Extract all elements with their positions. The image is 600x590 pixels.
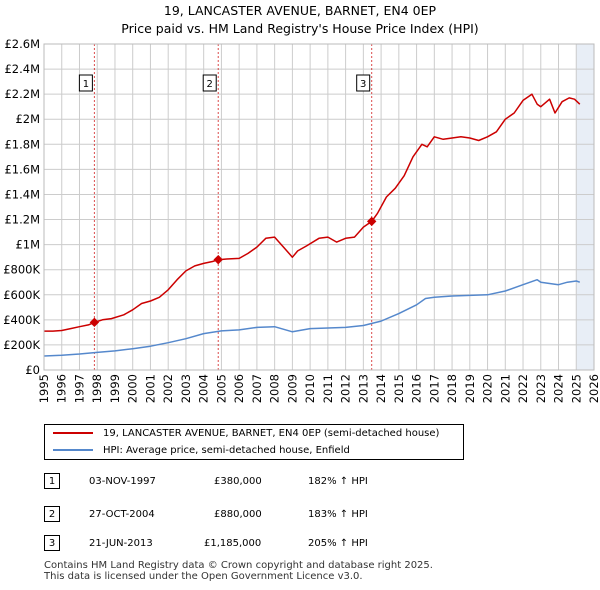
sale-labels: 1 2 3 bbox=[78, 74, 371, 92]
sale-label-box bbox=[202, 74, 217, 92]
x-tick-label: 2006 bbox=[232, 374, 246, 403]
sale-label-text: 3 bbox=[360, 79, 366, 90]
series-lines bbox=[43, 93, 581, 357]
x-axis: 1995 1996 1997 1998 1999 2000 2001 2002 2003 2004… bbox=[37, 374, 600, 403]
x-tick-label: 2012 bbox=[339, 374, 353, 403]
sale-point bbox=[89, 317, 100, 328]
legend-swatch-hpi bbox=[53, 449, 93, 451]
y-tick-label: £200K bbox=[3, 338, 40, 352]
x-tick-label: 2007 bbox=[250, 374, 264, 403]
x-tick-label: 2025 bbox=[569, 374, 583, 403]
x-tick-label: 2002 bbox=[161, 374, 175, 403]
x-tick-label: 2026 bbox=[587, 374, 600, 403]
legend-item-property: 19, LANCASTER AVENUE, BARNET, EN4 0EP (s… bbox=[53, 426, 439, 442]
x-tick-label: 2018 bbox=[445, 374, 459, 403]
x-tick-label: 2004 bbox=[197, 374, 211, 403]
x-tick-label: 2010 bbox=[303, 374, 317, 403]
x-tick-label: 2015 bbox=[392, 374, 406, 403]
y-tick-label: £1.6M bbox=[4, 162, 40, 176]
y-tick-label: £1.4M bbox=[4, 187, 40, 201]
x-tick-label: 1998 bbox=[90, 374, 104, 403]
transaction-date: 21-JUN-2013 bbox=[89, 538, 153, 549]
hpi-line bbox=[43, 278, 581, 357]
footer-copyright: Contains HM Land Registry data © Crown c… bbox=[44, 560, 433, 571]
legend-label-property: 19, LANCASTER AVENUE, BARNET, EN4 0EP (s… bbox=[103, 428, 440, 439]
x-tick-label: 1997 bbox=[72, 374, 86, 403]
x-tick-label: 1999 bbox=[108, 374, 122, 403]
y-tick-label: £1M bbox=[15, 238, 40, 252]
x-tick-label: 2022 bbox=[516, 374, 530, 403]
y-tick-label: £2M bbox=[15, 112, 40, 126]
transaction-number: 2 bbox=[44, 506, 60, 522]
grid-lines bbox=[43, 43, 595, 371]
y-tick-label: £400K bbox=[3, 313, 40, 327]
chart-legend: 19, LANCASTER AVENUE, BARNET, EN4 0EP (s… bbox=[44, 424, 464, 460]
x-tick-label: 1996 bbox=[55, 374, 69, 403]
sale-label: 2 bbox=[202, 74, 217, 92]
plot-area bbox=[44, 44, 594, 370]
y-tick-label: £2.2M bbox=[4, 87, 40, 101]
legend-swatch-property bbox=[53, 432, 93, 434]
y-tick-label: £800K bbox=[3, 263, 40, 277]
sale-label-box bbox=[356, 74, 371, 92]
chart-subtitle: Price paid vs. HM Land Registry's House … bbox=[121, 21, 479, 36]
plot-border bbox=[43, 43, 595, 371]
footer-licence: This data is licensed under the Open Gov… bbox=[44, 571, 363, 582]
transaction-price: £1,185,000 bbox=[204, 538, 262, 549]
x-tick-label: 2017 bbox=[427, 374, 441, 403]
transaction-number: 3 bbox=[44, 535, 60, 551]
x-tick-label: 2024 bbox=[552, 374, 566, 403]
transaction-date: 03-NOV-1997 bbox=[89, 476, 156, 487]
transaction-hpi: 183% ↑ HPI bbox=[308, 509, 368, 520]
x-tick-label: 2000 bbox=[126, 374, 140, 403]
x-tick-label: 2003 bbox=[179, 374, 193, 403]
transaction-price: £880,000 bbox=[214, 509, 262, 520]
x-tick-label: 2011 bbox=[321, 374, 335, 403]
y-axis: £0 £200K £400K £600K £800K £1M £1.2M £1.4M £1.6M… bbox=[3, 37, 40, 377]
sale-points bbox=[89, 216, 377, 328]
transaction-hpi: 182% ↑ HPI bbox=[308, 476, 368, 487]
y-tick-label: £2.6M bbox=[4, 37, 40, 51]
x-tick-label: 2009 bbox=[285, 374, 299, 403]
y-tick-label: £1.2M bbox=[4, 213, 40, 227]
forecast-region bbox=[576, 44, 594, 370]
sale-label: 3 bbox=[356, 74, 371, 92]
x-tick-label: 2014 bbox=[374, 374, 388, 403]
x-tick-label: 2019 bbox=[463, 374, 477, 403]
chart-title: 19, LANCASTER AVENUE, BARNET, EN4 0EP bbox=[163, 3, 437, 18]
sale-label-box bbox=[78, 74, 93, 92]
x-tick-label: 2001 bbox=[143, 374, 157, 403]
x-tick-label: 2021 bbox=[498, 374, 512, 403]
transaction-price: £380,000 bbox=[214, 476, 262, 487]
property-price-line bbox=[44, 93, 581, 332]
y-tick-label: £600K bbox=[3, 288, 40, 302]
sale-label: 1 bbox=[78, 74, 93, 92]
footer: Contains HM Land Registry data © Crown c… bbox=[44, 560, 433, 582]
y-tick-label: £1.8M bbox=[4, 137, 40, 151]
legend-item-hpi: HPI: Average price, semi-detached house,… bbox=[53, 443, 350, 459]
x-tick-label: 2016 bbox=[410, 374, 424, 403]
sale-point bbox=[213, 254, 223, 265]
transaction-number: 1 bbox=[44, 473, 60, 489]
y-tick-label: £2.4M bbox=[4, 62, 40, 76]
sale-label-text: 2 bbox=[207, 79, 213, 90]
x-tick-label: 2020 bbox=[481, 374, 495, 403]
y-tick-label: £0 bbox=[25, 363, 40, 377]
x-tick-label: 2005 bbox=[214, 374, 228, 403]
transaction-hpi: 205% ↑ HPI bbox=[308, 538, 368, 549]
sale-label-text: 1 bbox=[83, 79, 89, 90]
x-tick-label: 2008 bbox=[268, 374, 282, 403]
legend-label-hpi: HPI: Average price, semi-detached house,… bbox=[103, 445, 350, 456]
sale-point bbox=[366, 216, 377, 227]
x-tick-label: 2013 bbox=[356, 374, 370, 403]
x-tick-label: 1995 bbox=[37, 374, 51, 403]
x-tick-label: 2023 bbox=[534, 374, 548, 403]
transaction-date: 27-OCT-2004 bbox=[89, 509, 155, 520]
